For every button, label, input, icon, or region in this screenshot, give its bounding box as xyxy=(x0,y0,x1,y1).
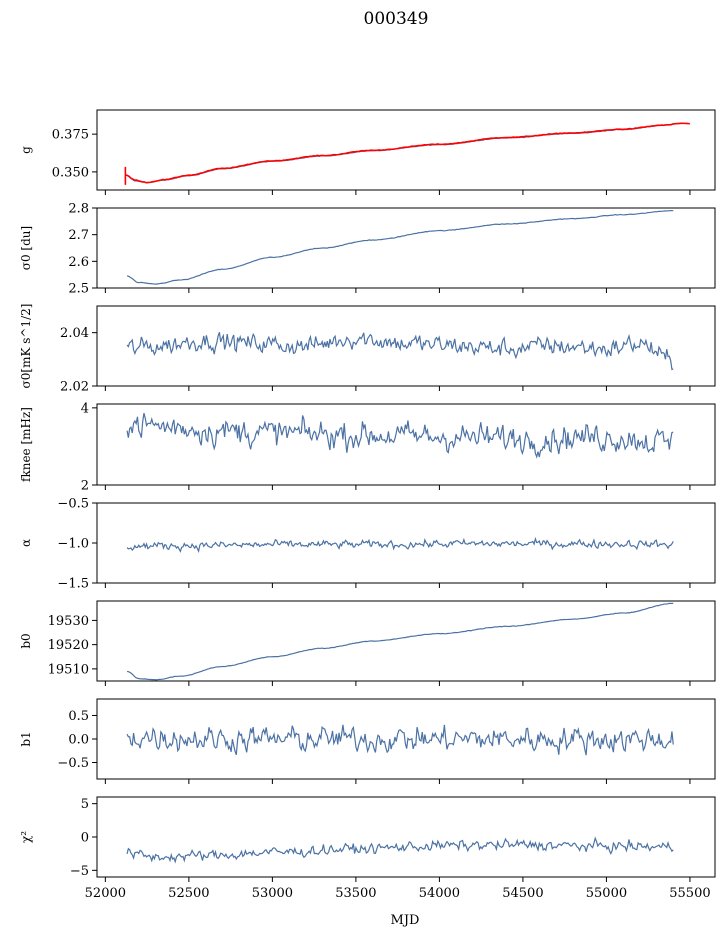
x-tick-label: 55500 xyxy=(669,886,710,901)
panel-chi2: −5 0 5 χ² xyxy=(19,796,716,882)
y-tick-label: 19510 xyxy=(48,662,89,677)
panel-alpha: −1.5 −1.0 −0.5 α xyxy=(19,497,716,592)
series-sigma0-du xyxy=(126,210,674,285)
panel-frame xyxy=(96,207,716,289)
y-axis-label-alpha: α xyxy=(19,539,33,547)
panel-sigma0-du: 2.5 2.6 2.7 2.8 σ0 [du] xyxy=(19,202,716,297)
y-tick-label: 4 xyxy=(81,401,89,416)
y-tick-label: 5 xyxy=(81,797,89,812)
series-sigma0-mk xyxy=(126,332,674,371)
x-tick-label: 52000 xyxy=(85,886,126,901)
x-tick-label: 53500 xyxy=(335,886,376,901)
chart-panels: 0.350 0.375 g 2.5 2.6 2.7 2.8 σ0 [du] 2.02 2.04 σ0… xyxy=(19,109,716,901)
x-tick-label: 55000 xyxy=(586,886,627,901)
y-tick-label: 2.5 xyxy=(68,282,89,297)
y-tick-label: −5 xyxy=(70,864,89,879)
y-axis-label-chi2: χ² xyxy=(19,831,33,843)
y-tick-label: −1.0 xyxy=(57,537,89,552)
panel-fknee: 2 4 fknee [mHz] xyxy=(19,401,716,494)
panel-sigma0-mk: 2.02 2.04 σ0[mK s^1/2] xyxy=(19,304,716,395)
y-axis-label-sigma0-mk: σ0[mK s^1/2] xyxy=(19,304,33,389)
series-b1 xyxy=(126,724,674,756)
y-tick-label: 0.5 xyxy=(68,709,89,724)
x-tick-label: 52500 xyxy=(168,886,209,901)
series-alpha xyxy=(126,536,674,553)
y-tick-label: 19530 xyxy=(48,614,89,629)
panel-frame xyxy=(96,109,716,191)
panel-b0: 19510 19520 19530 b0 xyxy=(19,600,716,686)
y-axis-label-b0: b0 xyxy=(19,633,33,648)
panel-frame xyxy=(96,600,716,682)
chart-title: 000349 xyxy=(364,9,429,29)
panel-frame xyxy=(96,502,716,584)
series-g-model xyxy=(125,123,674,184)
series-g-measured xyxy=(124,122,690,185)
y-tick-label: 2 xyxy=(81,479,89,494)
y-tick-label: 2.6 xyxy=(68,255,89,270)
y-tick-label: 0.375 xyxy=(52,128,89,143)
y-axis-label-fknee: fknee [mHz] xyxy=(19,407,33,482)
x-tick-label: 54500 xyxy=(502,886,543,901)
x-tick-label: 54000 xyxy=(419,886,460,901)
y-tick-label: 0 xyxy=(81,831,89,846)
x-axis-label: MJD xyxy=(391,913,420,928)
y-axis-label-b1: b1 xyxy=(19,731,33,746)
panel-frame xyxy=(96,796,716,878)
y-tick-label: 0.0 xyxy=(68,733,89,748)
y-tick-label: −0.5 xyxy=(57,756,89,771)
y-axis-label-g: g xyxy=(19,146,33,154)
y-tick-label: 0.350 xyxy=(52,165,89,180)
series-chi2 xyxy=(126,836,674,864)
y-axis-label-sigma0-du: σ0 [du] xyxy=(19,226,33,270)
y-tick-label: 2.04 xyxy=(60,326,89,341)
panel-frame xyxy=(96,403,716,486)
y-tick-label: 19520 xyxy=(48,638,89,653)
y-tick-label: 2.02 xyxy=(60,380,89,395)
y-tick-label: −1.5 xyxy=(57,577,89,592)
x-tick-label: 53000 xyxy=(252,886,293,901)
y-tick-label: −0.5 xyxy=(57,497,89,512)
panel-b1: −0.5 0.0 0.5 b1 xyxy=(19,698,716,784)
panel-frame xyxy=(96,305,716,387)
panel-g: 0.350 0.375 g xyxy=(19,109,716,195)
series-fknee xyxy=(126,412,674,459)
series-b0 xyxy=(126,602,674,681)
y-tick-label: 2.8 xyxy=(68,202,89,217)
y-tick-label: 2.7 xyxy=(68,228,89,243)
